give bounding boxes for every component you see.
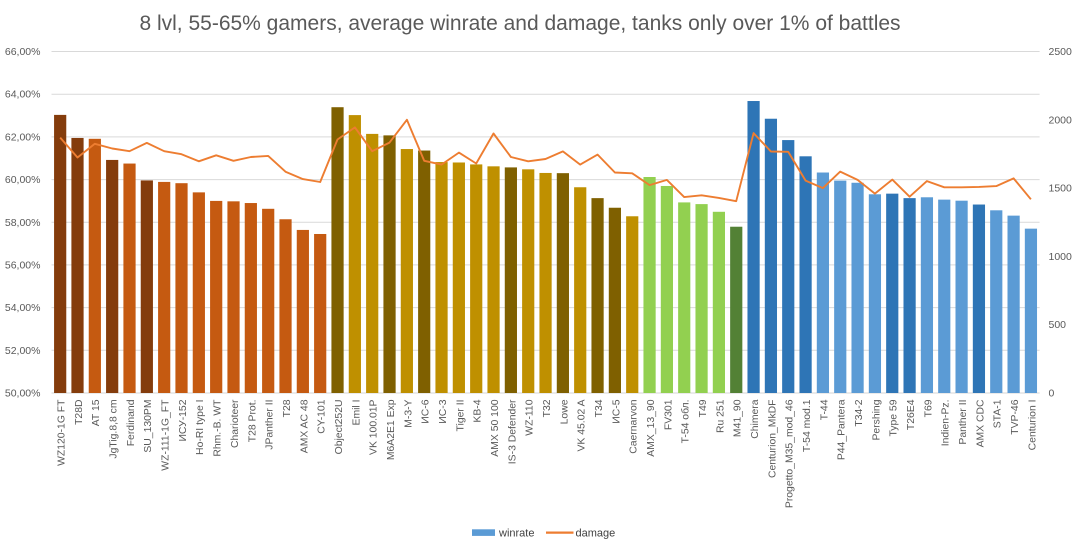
- svg-text:1500: 1500: [1049, 183, 1073, 195]
- svg-text:Object252U: Object252U: [334, 400, 345, 455]
- svg-text:56,00%: 56,00%: [5, 259, 41, 271]
- svg-text:60,00%: 60,00%: [5, 174, 41, 186]
- svg-text:M-3-Y: M-3-Y: [403, 399, 414, 427]
- svg-text:Lowe: Lowe: [559, 399, 570, 424]
- svg-text:CY-101: CY-101: [317, 399, 328, 433]
- svg-text:T34: T34: [594, 399, 605, 417]
- svg-text:52,00%: 52,00%: [5, 345, 41, 357]
- svg-text:T69: T69: [923, 399, 934, 417]
- svg-text:2500: 2500: [1049, 46, 1073, 58]
- svg-text:AMX_13_90: AMX_13_90: [646, 399, 657, 456]
- svg-text:Chimera: Chimera: [750, 399, 761, 438]
- svg-text:KB-4: KB-4: [473, 399, 484, 422]
- svg-text:58,00%: 58,00%: [5, 217, 41, 229]
- svg-text:Ru 251: Ru 251: [715, 399, 726, 433]
- svg-text:FV301: FV301: [663, 399, 674, 430]
- svg-text:AMX CDC: AMX CDC: [975, 399, 986, 447]
- svg-text:64,00%: 64,00%: [5, 89, 41, 101]
- svg-text:AT 15: AT 15: [91, 399, 102, 426]
- svg-text:ИСУ-152: ИСУ-152: [178, 399, 189, 441]
- svg-text:M41_90: M41_90: [733, 399, 744, 437]
- svg-text:AMX AC 48: AMX AC 48: [299, 399, 310, 453]
- svg-text:66,00%: 66,00%: [5, 46, 41, 58]
- svg-text:T28D: T28D: [74, 400, 85, 425]
- svg-text:Pershing: Pershing: [871, 399, 882, 440]
- svg-text:VK 100.01P: VK 100.01P: [369, 399, 380, 455]
- svg-text:T34-2: T34-2: [854, 399, 865, 426]
- svg-text:AMX 50 100: AMX 50 100: [490, 399, 501, 456]
- svg-text:ИС-5: ИС-5: [611, 399, 622, 423]
- svg-text:JgTig.8,8 cm: JgTig.8,8 cm: [109, 400, 120, 459]
- svg-text:WZ120-1G FT: WZ120-1G FT: [57, 399, 68, 466]
- svg-text:Centurion_MkDF: Centurion_MkDF: [767, 400, 778, 479]
- svg-text:T32: T32: [542, 399, 553, 417]
- svg-text:Centurion I: Centurion I: [1027, 400, 1038, 451]
- svg-text:50,00%: 50,00%: [5, 388, 41, 400]
- svg-text:Indien-Pz.: Indien-Pz.: [941, 400, 952, 447]
- svg-text:WZ-110: WZ-110: [525, 399, 536, 435]
- svg-text:54,00%: 54,00%: [5, 302, 41, 314]
- svg-text:2000: 2000: [1049, 114, 1073, 126]
- svg-text:T-54 mod.1: T-54 mod.1: [802, 399, 813, 452]
- svg-text:Type 59: Type 59: [889, 399, 900, 436]
- svg-text:0: 0: [1049, 388, 1055, 400]
- svg-text:SU_130PM: SU_130PM: [143, 400, 154, 453]
- svg-text:T28: T28: [282, 399, 293, 417]
- svg-text:Charioteer: Charioteer: [230, 399, 241, 448]
- svg-text:damage: damage: [576, 528, 616, 540]
- svg-text:Rhm.-B. WT: Rhm.-B. WT: [213, 399, 224, 457]
- svg-text:T28 Prot.: T28 Prot.: [247, 400, 258, 443]
- svg-text:Emil I: Emil I: [351, 400, 362, 426]
- svg-text:winrate: winrate: [498, 528, 534, 540]
- svg-text:P44_Pantera: P44_Pantera: [837, 399, 848, 460]
- svg-text:ИС-3: ИС-3: [438, 399, 449, 423]
- svg-text:Panther II: Panther II: [958, 400, 969, 445]
- svg-text:JPanther II: JPanther II: [265, 400, 276, 450]
- svg-text:STA-1: STA-1: [993, 399, 1004, 428]
- svg-text:IS-3 Defender: IS-3 Defender: [507, 399, 518, 464]
- svg-text:T49: T49: [698, 399, 709, 417]
- svg-text:500: 500: [1049, 319, 1067, 331]
- svg-text:VK 45.02 A: VK 45.02 A: [577, 399, 588, 451]
- svg-text:62,00%: 62,00%: [5, 131, 41, 143]
- svg-text:T-44: T-44: [819, 399, 830, 420]
- svg-text:Ferdinand: Ferdinand: [126, 399, 137, 446]
- svg-text:Progetto_M35_mod_46: Progetto_M35_mod_46: [785, 399, 796, 508]
- svg-text:Ho-RI type I: Ho-RI type I: [195, 400, 206, 455]
- svg-text:TVP-46: TVP-46: [1010, 399, 1021, 434]
- svg-text:WZ-111-1G_FT: WZ-111-1G_FT: [161, 399, 172, 471]
- svg-text:T26E4: T26E4: [906, 399, 917, 430]
- svg-text:Caernarvon: Caernarvon: [629, 399, 640, 454]
- svg-text:ИС-6: ИС-6: [421, 399, 432, 423]
- svg-text:1000: 1000: [1049, 251, 1073, 263]
- svg-text:8 lvl, 55-65% gamers, average: 8 lvl, 55-65% gamers, average winrate an…: [139, 12, 900, 35]
- svg-text:T-54 обл.: T-54 обл.: [680, 400, 692, 444]
- svg-text:Tiger II: Tiger II: [455, 400, 466, 432]
- svg-text:M6A2E1 Exp: M6A2E1 Exp: [386, 399, 397, 460]
